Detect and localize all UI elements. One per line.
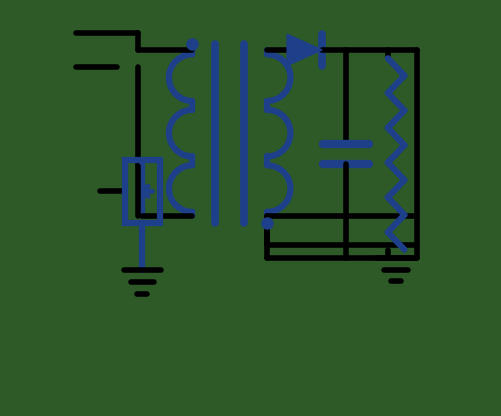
Bar [125,160,160,223]
Polygon shape [287,34,322,66]
